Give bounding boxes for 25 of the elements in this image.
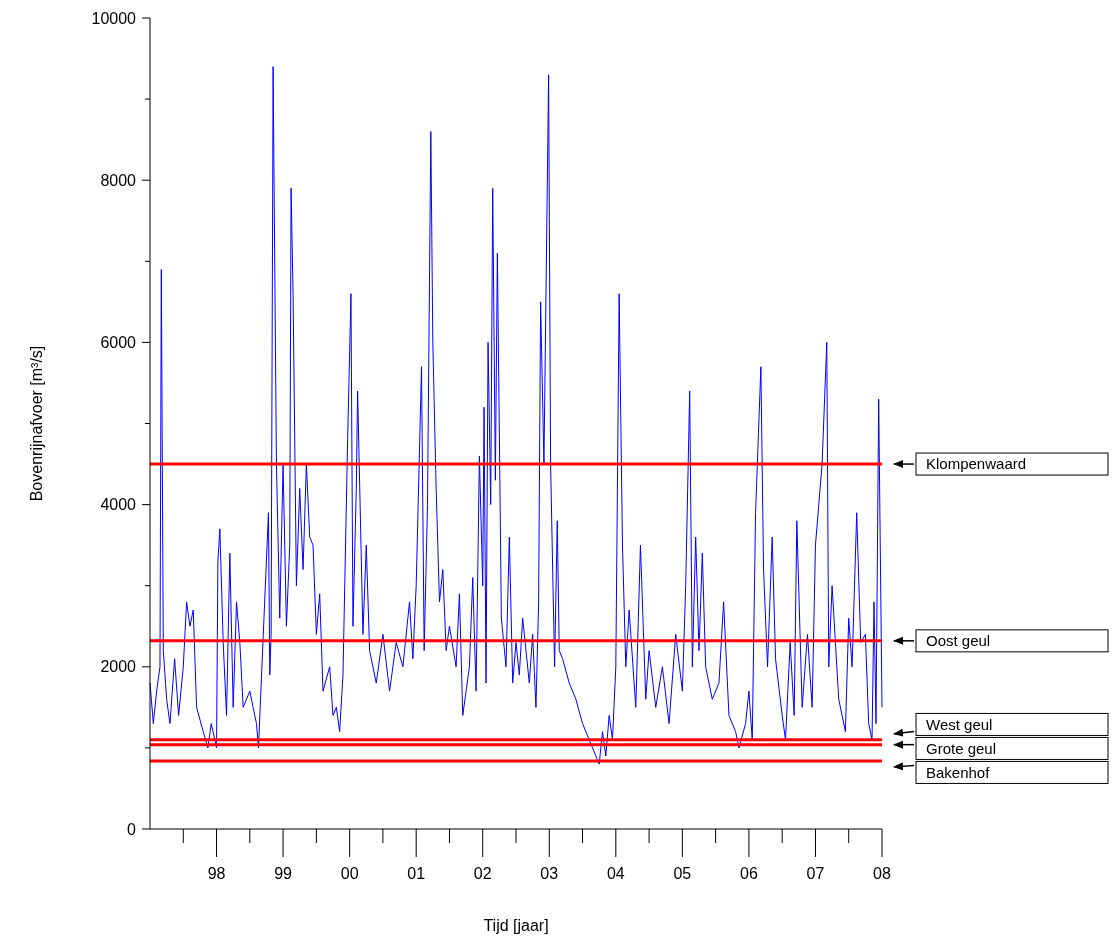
- ref-line-label: Klompenwaard: [926, 455, 1027, 473]
- y-tick-label: 2000: [100, 658, 137, 676]
- x-axis-title: Tijd [jaar]: [483, 917, 549, 934]
- ref-line-label: Oost geul: [926, 632, 991, 650]
- x-tick-label: 05: [673, 865, 692, 882]
- ref-line-label: Bakenhof: [926, 763, 991, 781]
- x-tick-label: 04: [606, 865, 625, 882]
- y-tick-label: 4000: [100, 496, 137, 514]
- y-tick-label: 8000: [100, 171, 137, 189]
- line-series: [149, 66, 883, 765]
- y-axis-title: Bovenrijnafvoer [m³/s]: [28, 345, 45, 502]
- y-tick-label: 10000: [91, 9, 137, 27]
- x-tick-label: 06: [740, 865, 758, 882]
- x-tick-label: 03: [540, 865, 559, 882]
- x-tick-label: 07: [806, 865, 825, 882]
- ref-line-label: Grote geul: [926, 739, 997, 757]
- y-tick-label: 0: [127, 820, 137, 838]
- x-tick-label: 02: [473, 865, 492, 882]
- x-tick-label: 08: [873, 865, 891, 882]
- x-tick-label: 00: [340, 865, 359, 882]
- ref-line-label: West geul: [926, 715, 993, 733]
- x-tick-label: 98: [207, 865, 226, 882]
- y-tick-label: 6000: [100, 334, 137, 351]
- x-tick-label: 99: [274, 865, 293, 882]
- x-tick-label: 01: [407, 865, 426, 882]
